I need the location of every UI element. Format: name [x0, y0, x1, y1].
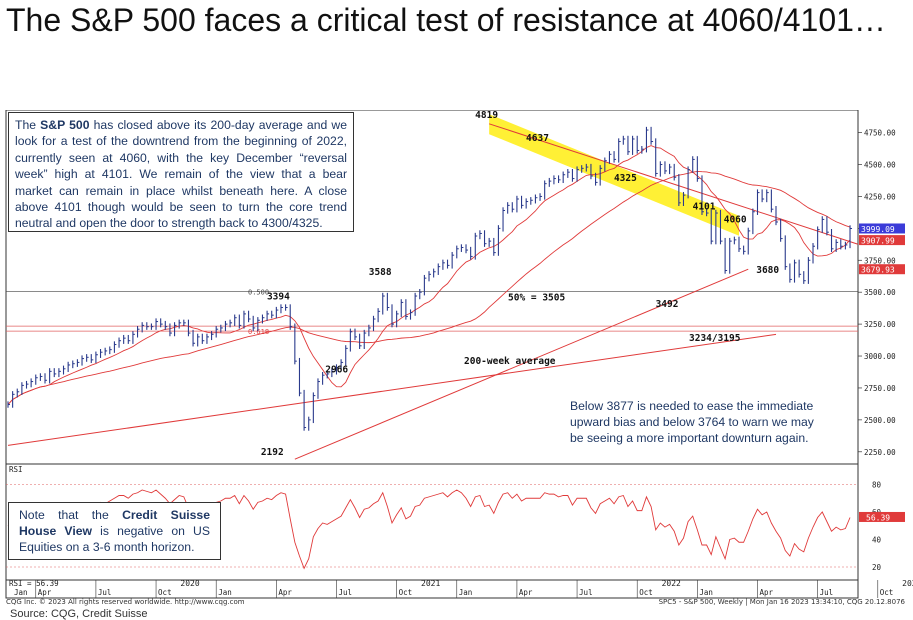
copyright-footer: CQG Inc. © 2023 All rights reserved worl…: [6, 598, 245, 606]
x-year-label: 2020: [180, 579, 199, 588]
fib-label: 0.500: [248, 289, 269, 297]
annotation-label: 4819: [475, 110, 498, 121]
x-month-label: Apr: [38, 588, 52, 597]
annotation-label: 2966: [325, 364, 348, 375]
annotation-label: 200-week average: [464, 356, 556, 367]
rsi-tick-label: 20: [872, 563, 882, 572]
x-month-label: Jan: [699, 588, 713, 597]
rsi-last-label: 56.39: [866, 513, 890, 522]
x-month-label: Jul: [98, 588, 112, 597]
price-tick-label: 3500.00: [864, 288, 896, 297]
x-month-label: Apr: [278, 588, 292, 597]
annotation-label: 4325: [614, 173, 637, 184]
price-tick-label: 2500.00: [864, 416, 896, 425]
house-view-box: Note that the Credit Suisse House View i…: [8, 502, 221, 560]
x-month-label: Jan: [218, 588, 232, 597]
x-month-label: Oct: [158, 588, 172, 597]
price-tick-label: 4500.00: [864, 161, 896, 170]
annotation-label: 3588: [369, 267, 392, 278]
price-tick-label: 4750.00: [864, 129, 896, 138]
indicator-lines: [7, 123, 859, 460]
downtrend-line: [489, 123, 859, 245]
rsi-last-bg: [859, 511, 905, 522]
price-tick-label: 3250.00: [864, 320, 896, 329]
annotations: 4819 4637 4325 4101 4060 3680 3492 3588 3394 2966…: [261, 110, 780, 458]
annotation-label: 4060: [724, 215, 747, 226]
grid-lines: 0.500 0.618: [6, 289, 858, 568]
house-view-bold: Credit Suisse House View: [19, 508, 210, 538]
ma-value-label-bg: [859, 264, 905, 275]
last-price-label: 3999.09: [861, 225, 895, 234]
x-month-label: Oct: [880, 588, 894, 597]
chart-info-footer: SPC5 - S&P 500, Weekly | Mon Jan 16 2023…: [658, 598, 905, 606]
house-view-pre: Note that the: [19, 508, 123, 522]
x-month-label: Jul: [820, 588, 834, 597]
ma-fast-line: [7, 145, 851, 405]
x-month-label: Jan: [14, 588, 28, 597]
page-title: The S&P 500 faces a critical test of res…: [6, 2, 886, 38]
price-tick-label: 2750.00: [864, 384, 896, 393]
x-year-label: 2021: [421, 579, 440, 588]
commentary-text: has closed above its 200-day average and…: [15, 118, 347, 231]
rsi-series: [7, 489, 851, 570]
axes: 4750.004500.004250.004000.003750.003500.…: [9, 129, 913, 598]
price-tick-label: 4250.00: [864, 192, 896, 201]
price-tick-label: 2250.00: [864, 448, 896, 457]
rsi-readout: RSI = 56.39: [9, 579, 59, 588]
x-month-label: Apr: [519, 588, 533, 597]
annotation-label: 4637: [526, 133, 549, 144]
rsi-tick-label: 40: [872, 536, 882, 545]
commentary-bold: S&P 500: [40, 118, 90, 132]
ma-200-week-line: [7, 333, 777, 446]
price-tick-label: 3000.00: [864, 352, 896, 361]
fib-label: 0.618: [248, 328, 269, 336]
x-month-label: Oct: [399, 588, 413, 597]
support-line: [294, 268, 749, 460]
commentary-box: The S&P 500 has closed above its 200-day…: [8, 112, 354, 232]
rsi-panel-label: RSI: [9, 465, 23, 474]
annotation-label: 3680: [756, 265, 779, 276]
ma-slow-line: [7, 170, 851, 405]
x-month-label: Apr: [759, 588, 773, 597]
x-month-label: Jul: [579, 588, 593, 597]
ma-value-label-bg: [859, 235, 905, 246]
x-axis-frame: [5, 579, 859, 599]
commentary-pre: The: [15, 118, 41, 132]
rsi-tick-label: 80: [872, 481, 882, 490]
rsi-line: [7, 489, 851, 570]
x-month-label: Oct: [639, 588, 653, 597]
source-note: Source: CQG, Credit Suisse: [10, 608, 148, 620]
house-view-text: is negative on US Equities on a 3-6 mont…: [19, 524, 210, 554]
last-price-label-bg: [859, 223, 905, 234]
annotation-label: 4101: [693, 201, 716, 212]
price-tick-label: 3750.00: [864, 256, 896, 265]
x-year-label: 2023: [902, 579, 913, 588]
x-month-label: Jan: [459, 588, 473, 597]
price-bars: [7, 126, 853, 431]
downside-note: Below 3877 is needed to ease the immedia…: [570, 399, 814, 445]
chart-frame: [5, 110, 859, 599]
annotation-label: 50% = 3505: [508, 293, 565, 304]
annotation-label: 3234/3195: [689, 333, 741, 344]
ma-value-label: 3907.99: [861, 237, 895, 246]
annotation-label: 3394: [267, 292, 290, 303]
annotation-label: 2192: [261, 447, 284, 458]
ma-value-label: 3679.93: [861, 266, 895, 275]
x-year-label: 2022: [662, 579, 681, 588]
x-month-label: Jul: [338, 588, 352, 597]
annotation-label: 3492: [656, 299, 679, 310]
